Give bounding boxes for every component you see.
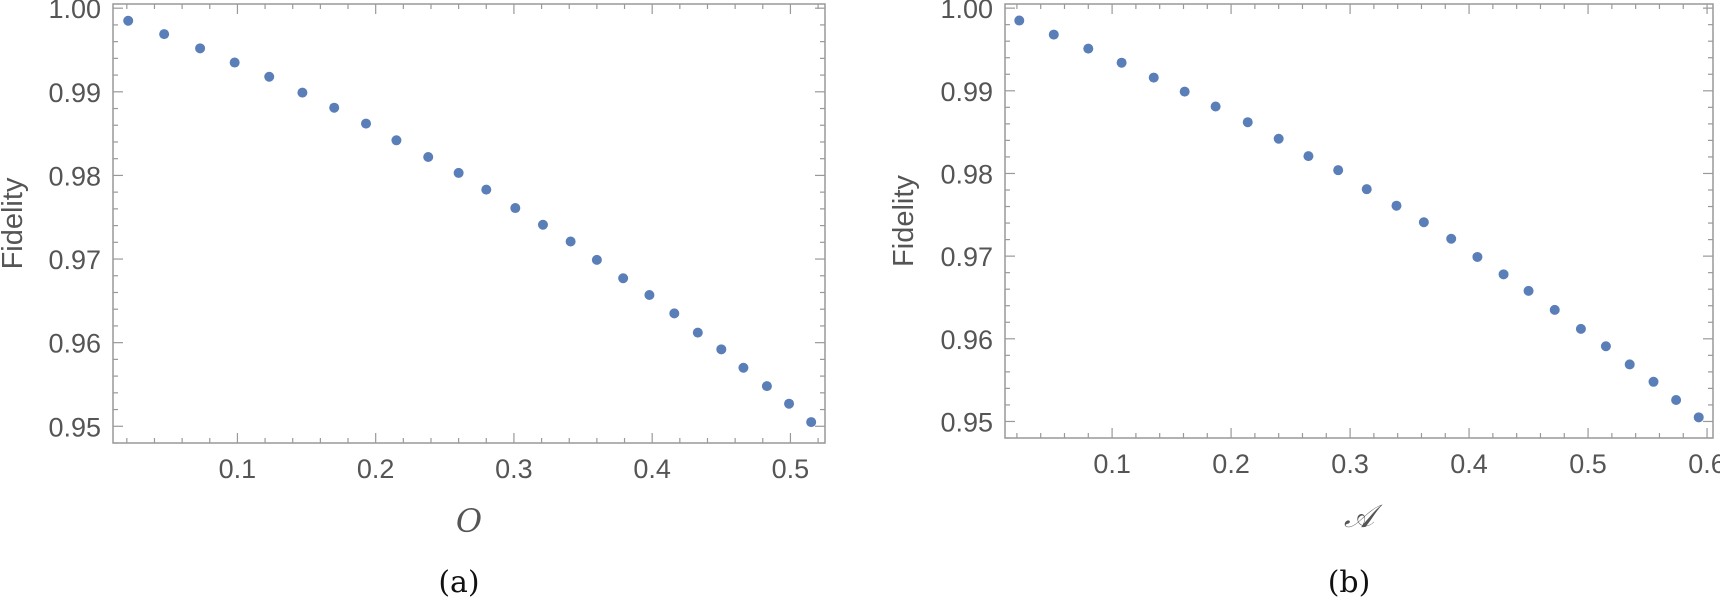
x-tick-label: 0.6 <box>1688 449 1720 479</box>
data-point <box>510 203 521 214</box>
x-axis-title: 𝒜 <box>1344 497 1383 535</box>
data-point <box>329 102 340 113</box>
x-tick-label: 0.4 <box>1450 449 1488 479</box>
data-point <box>1693 412 1704 423</box>
data-point <box>481 184 492 195</box>
data-point <box>1273 133 1284 144</box>
y-tick-label: 0.99 <box>940 77 993 107</box>
x-tick-label: 0.3 <box>495 454 533 484</box>
data-point <box>692 327 703 338</box>
data-point <box>1391 200 1402 211</box>
y-tick-label: 1.00 <box>940 0 993 24</box>
data-point <box>618 273 629 284</box>
data-point <box>537 219 548 230</box>
data-point <box>1116 57 1127 68</box>
data-point <box>1648 376 1659 387</box>
y-tick-label: 0.96 <box>48 329 101 359</box>
data-point <box>1418 217 1429 228</box>
data-point <box>123 15 134 26</box>
data-point <box>1575 323 1586 334</box>
x-tick-label: 0.5 <box>1569 449 1607 479</box>
data-point <box>716 344 727 355</box>
data-point <box>1523 285 1534 296</box>
panel-b: 0.1 0.2 0.3 0.4 0.5 0.6 0.95 0.96 0.97 0.98 0.99 1.… <box>888 0 1720 600</box>
data-point <box>264 71 275 82</box>
data-point <box>1361 184 1372 195</box>
y-tick-label: 1.00 <box>48 0 101 24</box>
data-point <box>1303 151 1314 162</box>
data-point <box>1048 29 1059 40</box>
x-tick-label: 0.4 <box>633 454 671 484</box>
data-point <box>806 417 817 428</box>
data-point <box>1446 233 1457 244</box>
panel-caption: (b) <box>1328 565 1371 600</box>
x-axis-title: O <box>456 502 482 540</box>
data-point <box>1333 165 1344 176</box>
data-point <box>1671 394 1682 405</box>
data-point <box>195 43 206 54</box>
data-point <box>297 87 308 98</box>
plot-frame <box>112 3 826 444</box>
data-point <box>565 236 576 247</box>
y-tick-label: 0.96 <box>940 325 993 355</box>
y-axis-title: Fidelity <box>0 177 29 269</box>
data-point <box>1210 101 1221 112</box>
y-tick-label: 0.99 <box>48 78 101 108</box>
x-tick-label: 0.1 <box>219 454 257 484</box>
data-point <box>1498 269 1509 280</box>
y-tick-label: 0.97 <box>48 245 101 275</box>
data-point <box>761 381 772 392</box>
data-point <box>1549 304 1560 315</box>
data-point <box>1242 117 1253 128</box>
data-point <box>453 167 464 178</box>
data-point <box>159 29 170 40</box>
y-tick-label: 0.98 <box>48 161 101 191</box>
data-point <box>391 135 402 146</box>
plot-frame <box>1004 3 1714 439</box>
x-tick-label: 0.5 <box>772 454 810 484</box>
data-point <box>644 289 655 300</box>
data-point <box>669 308 680 319</box>
data-point <box>423 152 434 163</box>
x-tick-label: 0.2 <box>357 454 395 484</box>
y-axis-title: Fidelity <box>888 175 920 267</box>
data-point <box>784 398 795 409</box>
data-point <box>1014 15 1025 26</box>
x-tick-label: 0.3 <box>1331 449 1369 479</box>
y-tick-label: 0.95 <box>940 407 993 437</box>
data-point <box>1148 72 1159 83</box>
data-point <box>229 57 240 68</box>
y-tick-label: 0.97 <box>940 242 993 272</box>
data-point <box>1624 359 1635 370</box>
data-point <box>361 118 372 129</box>
panel-caption: (a) <box>438 565 479 600</box>
data-point <box>591 254 602 265</box>
data-point <box>1600 341 1611 352</box>
y-tick-label: 0.95 <box>48 412 101 442</box>
data-point <box>1179 86 1190 97</box>
data-point <box>1083 43 1094 54</box>
x-tick-label: 0.1 <box>1093 449 1131 479</box>
x-tick-label: 0.2 <box>1212 449 1250 479</box>
data-point <box>1472 251 1483 262</box>
panel-a: 0.1 0.2 0.3 0.4 0.5 0.95 0.96 0.97 0.98 0.99 1.00 F… <box>0 0 826 600</box>
data-point <box>738 362 749 373</box>
y-tick-label: 0.98 <box>940 159 993 189</box>
